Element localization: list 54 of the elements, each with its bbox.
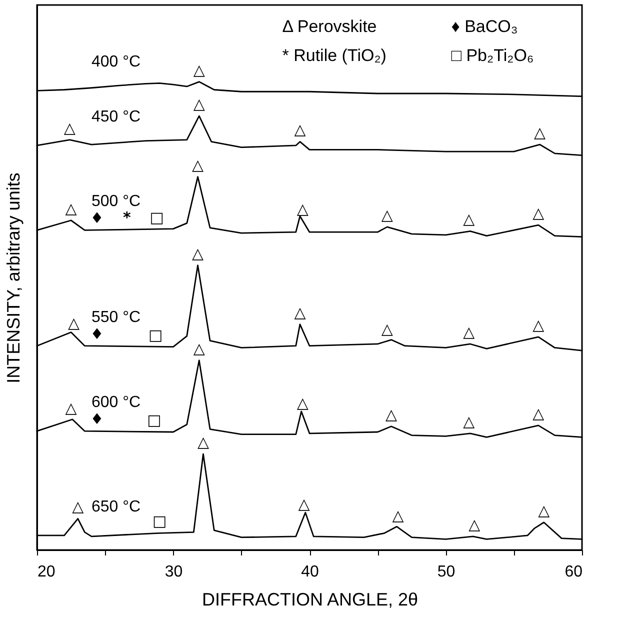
annotation: △	[193, 60, 206, 79]
annotation: △	[468, 515, 481, 534]
series-label: 500 °C	[91, 193, 141, 210]
annotation: △	[64, 118, 76, 137]
annotation: △	[65, 398, 78, 417]
annotation: △	[381, 320, 394, 338]
series-label: 400 °C	[91, 54, 141, 71]
text: Δ Perovskite	[282, 17, 377, 36]
annotation: △	[197, 433, 210, 452]
annotation: ♦	[90, 324, 104, 343]
annotation: △	[192, 156, 204, 174]
annotation: △	[192, 244, 204, 262]
annotation: *	[122, 208, 131, 227]
annotation: △	[463, 210, 476, 228]
annotation: △	[532, 204, 545, 222]
y-axis-title: INTENSITY, arbitrary units	[4, 172, 24, 384]
annotation: ♦	[90, 209, 104, 228]
annotation: △	[385, 405, 398, 424]
annotation: □	[152, 512, 167, 530]
annotation: △	[532, 404, 545, 422]
series-label: 600 °C	[91, 394, 141, 412]
annotation: △	[392, 506, 404, 525]
annotation: △	[463, 412, 476, 430]
annotation: △	[463, 322, 476, 341]
annotation: □	[148, 326, 163, 344]
x-axis-title: DIFFRACTION ANGLE, 2θ	[202, 590, 418, 610]
x-tick-label: 20	[38, 564, 56, 580]
annotation: △	[193, 339, 206, 358]
annotation: △	[538, 501, 550, 520]
series-label: 650 °C	[91, 498, 141, 516]
annotation: △	[294, 303, 306, 322]
x-tick-label: 40	[301, 564, 319, 580]
annotation: ♦	[90, 410, 104, 428]
annotation: △	[294, 120, 306, 139]
annotation: △	[193, 94, 206, 113]
annotation: △	[381, 206, 394, 224]
text: ♦ BaCO₃	[451, 17, 518, 36]
text: * Rutile (TiO₂)	[282, 46, 386, 65]
annotation: △	[68, 314, 80, 332]
annotation: □	[150, 208, 164, 226]
annotation: △	[298, 494, 310, 513]
annotation: △	[534, 124, 546, 142]
annotation: △	[296, 200, 309, 218]
annotation: □	[147, 411, 162, 430]
x-tick-label: 30	[164, 564, 183, 580]
series-label: 550 °C	[91, 308, 141, 326]
annotation: △	[532, 316, 545, 334]
text: □ Pb₂Ti₂O₆	[451, 46, 534, 65]
annotation: △	[65, 199, 78, 218]
x-tick-label: 60	[564, 564, 583, 580]
x-tick-label: 50	[437, 564, 456, 580]
annotation: △	[296, 394, 309, 412]
annotation: △	[72, 498, 84, 516]
series-label: 450 °C	[91, 108, 141, 126]
